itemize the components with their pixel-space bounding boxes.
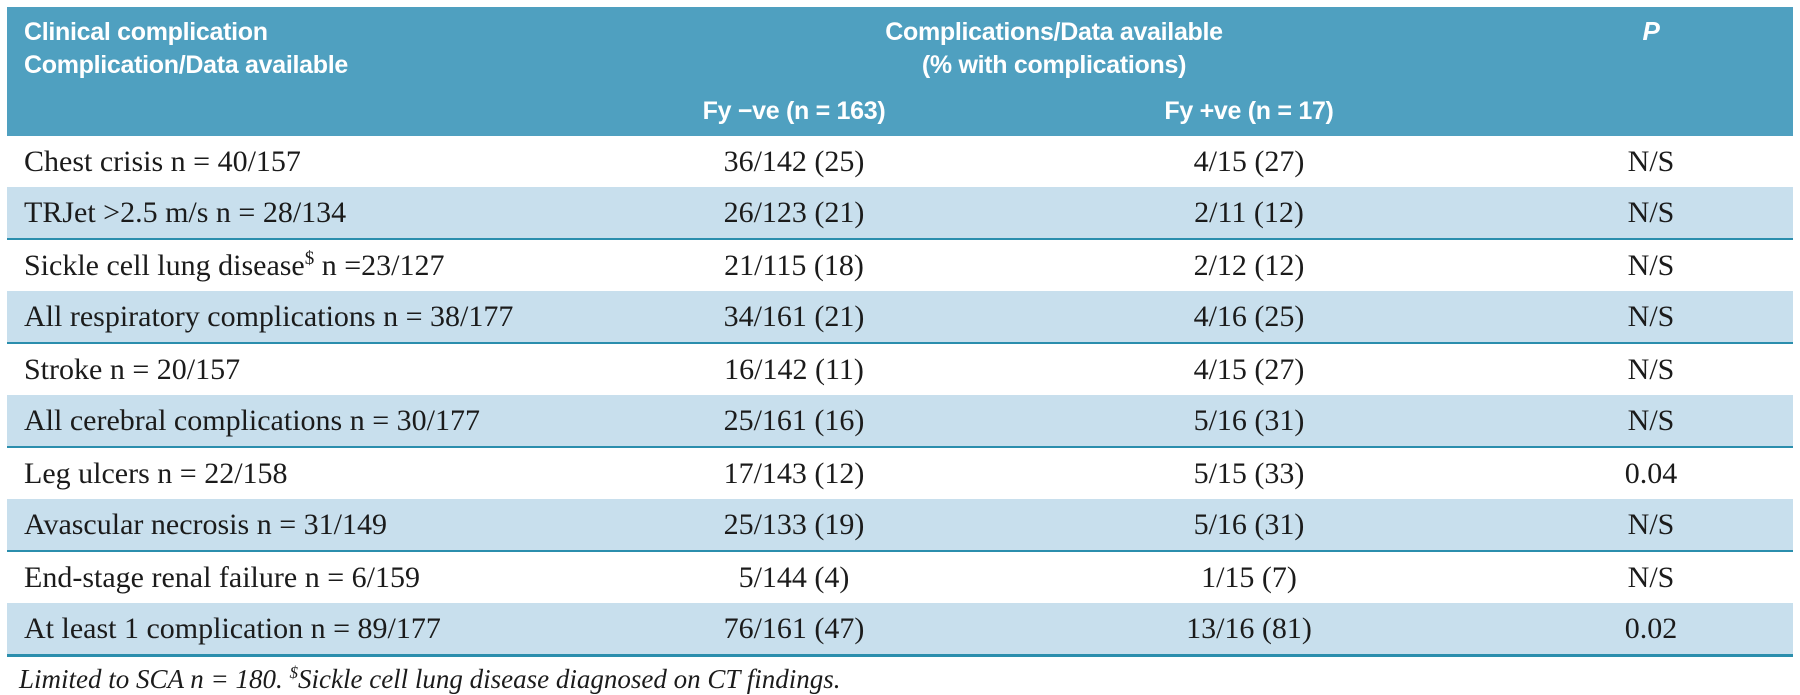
fy-negative-value: 21/115 (18) [599,239,989,291]
p-value: N/S [1509,395,1793,448]
p-value: N/S [1509,291,1793,344]
complication-label: At least 1 complication n = 89/177 [7,603,599,657]
header-line-2: Complication/Data available [24,51,348,79]
p-value: N/S [1509,187,1793,240]
footnote-sup: $ [289,663,299,682]
table-row: Avascular necrosis n = 31/149 25/133 (19)… [7,499,1793,552]
fy-negative-value: 25/133 (19) [599,499,989,552]
complications-table: Clinical complication Complication/Data … [7,7,1793,657]
fy-negative-value: 34/161 (21) [599,291,989,344]
fy-positive-value: 5/15 (33) [989,447,1509,499]
complication-label: End-stage renal failure n = 6/159 [7,551,599,603]
footnote-post: Sickle cell lung disease diagnosed on CT… [298,664,841,694]
table-figure: Clinical complication Complication/Data … [7,7,1793,695]
table-row: Stroke n = 20/157 16/142 (11) 4/15 (27) N/S [7,343,1793,395]
p-value: 0.02 [1509,603,1793,657]
header-line-1: Clinical complication [24,18,268,46]
table-row: TRJet >2.5 m/s n = 28/134 26/123 (21) 2/11… [7,187,1793,240]
header-row-sub: Fy −ve (n = 163) Fy +ve (n = 17) [7,82,1793,136]
p-value: N/S [1509,239,1793,291]
header-clinical-complication: Clinical complication Complication/Data … [7,7,599,136]
header-span-line-1: Complications/Data available [885,18,1223,46]
complication-label: All respiratory complications n = 38/177 [7,291,599,344]
header-span-line-2: (% with complications) [921,51,1187,79]
table-footnote: Limited to SCA n = 180. $Sickle cell lun… [7,657,1793,695]
fy-negative-value: 76/161 (47) [599,603,989,657]
complication-label: All cerebral complications n = 30/177 [7,395,599,448]
header-complications-span: Complications/Data available (% with com… [599,7,1509,82]
header-p-value: P [1509,7,1793,136]
table-row: All respiratory complications n = 38/177… [7,291,1793,344]
complication-label: TRJet >2.5 m/s n = 28/134 [7,187,599,240]
fy-positive-value: 13/16 (81) [989,603,1509,657]
p-value: N/S [1509,551,1793,603]
fy-positive-value: 1/15 (7) [989,551,1509,603]
table-row: Sickle cell lung disease$ n =23/127 21/11… [7,239,1793,291]
complication-label: Chest crisis n = 40/157 [7,136,599,187]
p-value: N/S [1509,343,1793,395]
table-row: Leg ulcers n = 22/158 17/143 (12) 5/15 (33… [7,447,1793,499]
header-fy-negative: Fy −ve (n = 163) [599,82,989,136]
table-header: Clinical complication Complication/Data … [7,7,1793,136]
table-body: Chest crisis n = 40/157 36/142 (25) 4/15 (… [7,136,1793,657]
fy-positive-value: 5/16 (31) [989,395,1509,448]
complication-label: Avascular necrosis n = 31/149 [7,499,599,552]
p-value: N/S [1509,499,1793,552]
fy-negative-value: 17/143 (12) [599,447,989,499]
fy-positive-value: 4/15 (27) [989,343,1509,395]
fy-positive-value: 4/16 (25) [989,291,1509,344]
table-row: Chest crisis n = 40/157 36/142 (25) 4/15 (… [7,136,1793,187]
complication-label: Sickle cell lung disease$ n =23/127 [7,239,599,291]
fy-positive-value: 2/11 (12) [989,187,1509,240]
fy-negative-value: 26/123 (21) [599,187,989,240]
footnote-pre: Limited to SCA n = 180. [19,664,290,694]
fy-negative-value: 25/161 (16) [599,395,989,448]
header-row-main: Clinical complication Complication/Data … [7,7,1793,136]
fy-negative-value: 36/142 (25) [599,136,989,187]
footnote-marker: $ [304,247,315,269]
complication-label: Leg ulcers n = 22/158 [7,447,599,499]
fy-positive-value: 5/16 (31) [989,499,1509,552]
table-row: At least 1 complication n = 89/177 76/161… [7,603,1793,657]
complication-label: Stroke n = 20/157 [7,343,599,395]
table-row: All cerebral complications n = 30/177 25/… [7,395,1793,448]
fy-negative-value: 5/144 (4) [599,551,989,603]
header-fy-positive: Fy +ve (n = 17) [989,82,1509,136]
fy-positive-value: 2/12 (12) [989,239,1509,291]
table-row: End-stage renal failure n = 6/159 5/144 (… [7,551,1793,603]
p-value: 0.04 [1509,447,1793,499]
p-value: N/S [1509,136,1793,187]
fy-positive-value: 4/15 (27) [989,136,1509,187]
fy-negative-value: 16/142 (11) [599,343,989,395]
